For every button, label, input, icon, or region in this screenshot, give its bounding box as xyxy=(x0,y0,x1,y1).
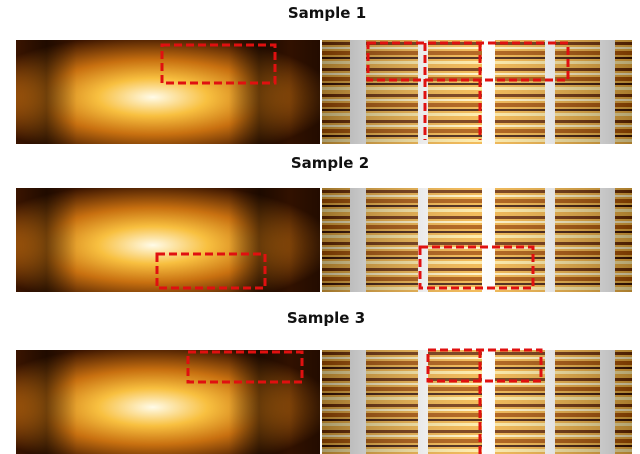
panel-image xyxy=(16,350,632,454)
page: {"panels": [{"title": "Sample 1"}, {"tit… xyxy=(0,0,640,454)
figure: Sample 1 Sample 2 Sample 3 xyxy=(0,0,640,454)
panel-image xyxy=(16,188,632,292)
panel-title: Sample 3 xyxy=(287,309,365,327)
panel-title: Sample 1 xyxy=(288,4,366,22)
panel-title: Sample 2 xyxy=(291,154,369,172)
panel-image xyxy=(16,40,632,144)
